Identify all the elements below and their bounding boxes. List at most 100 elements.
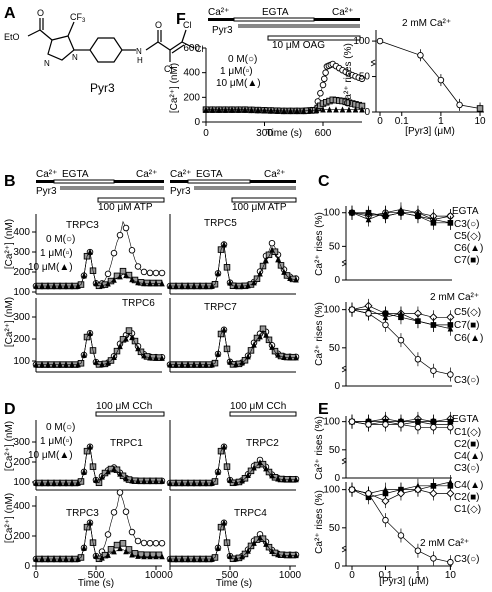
d-trpc3-trace-point (122, 508, 130, 515)
compound-name: Pyr3 (90, 81, 115, 95)
b-trpc6-trace-point (125, 327, 133, 334)
d-label-cch-2: 100 μM CCh (230, 401, 286, 412)
cl2-label: Cl (195, 44, 204, 54)
b-trpc3-trace-point (119, 267, 127, 275)
b-trpc3-trace-point (123, 271, 129, 279)
n2-label: N (72, 53, 78, 62)
d-trpc2-trace-point (233, 479, 239, 486)
b-trpc3-trace-point (152, 269, 160, 277)
d-trpc3-trace-point (152, 539, 160, 547)
f-trace-point (268, 107, 274, 114)
b-trpc5-trace-point (233, 282, 239, 289)
e-bottom-series-1: C2(■) (454, 492, 479, 503)
c-top-point (349, 209, 355, 216)
e-bottom-point (446, 489, 455, 498)
b-label-trpc6: TRPC6 (122, 298, 155, 309)
b-legend-0: 0 M(○) (46, 234, 75, 245)
d-trpc2-trace-point (209, 479, 215, 486)
eto-label: EtO (4, 32, 20, 42)
b-trpc7-trace-point (227, 358, 233, 365)
e-bottom-point (365, 490, 372, 497)
c-bottom-series-3: C3(○) (454, 375, 479, 386)
f-xtick-label: 0 (203, 128, 209, 139)
panel-c-letter: C (318, 173, 330, 190)
f-yticks: 0 200 400 600 (183, 43, 206, 128)
b-trpc6-trace-line (36, 332, 162, 365)
b-trpc6-trace-point (141, 352, 147, 359)
c-top-point (398, 209, 404, 216)
d-trpc1-trace-point (33, 479, 39, 486)
b-label-egta: EGTA (62, 169, 89, 180)
panel-f: F Ca²⁺ EGTA Ca²⁺ Pyr3 10 μM OAG 0 200 400 6… (169, 7, 486, 139)
b-trpc3-trace-point (39, 282, 45, 289)
b-trpc3-trace-point (105, 280, 111, 287)
d-trpc3-trace-point (33, 555, 39, 562)
d-trpc3-trace-point (117, 545, 123, 552)
d-ytick-label-bottom: 0 (24, 561, 30, 572)
d-xlabel-left: Time (s) (78, 578, 114, 589)
c-bottom-ytick-label: 0 (334, 381, 340, 392)
f-label-ca-right: Ca²⁺ (332, 7, 353, 18)
c-top-point (365, 209, 372, 216)
b-trpc6-trace-point (69, 361, 75, 368)
f-ytick-label: 0 (194, 117, 200, 128)
f-trace-point (222, 106, 229, 113)
f-dose-point (437, 76, 445, 84)
d-trpc3-trace-point (146, 539, 154, 547)
d-trpc3-trace-point (51, 555, 57, 562)
e-top-ytick-label: 0 (334, 473, 340, 484)
d-trpc2-trace-point (251, 464, 257, 471)
c-top-series-3: C7(■) (454, 255, 479, 266)
panel-d-letter: D (4, 401, 16, 418)
f-legend-0: 0 M(○) (228, 54, 257, 65)
d-trpc3-trace-line (36, 521, 162, 560)
f-dose-point (476, 105, 484, 112)
e-top-point (348, 418, 356, 425)
panel-c: C EGTA C3(○) C5(◇) C6(▲) C7(■) 2 mM Ca²⁺… (314, 173, 483, 392)
d-xtick-label: 0 (167, 570, 173, 581)
d-trpc1-trace-point (69, 479, 75, 486)
d-trpc3-trace-point (69, 555, 75, 562)
c-top-point (430, 220, 437, 226)
b-ylabel-bottom: [Ca²⁺] (nM) (4, 297, 15, 347)
f-trace-point (261, 106, 268, 114)
c-top-series-0: C3(○) (454, 219, 479, 230)
f-trace-point (358, 75, 366, 83)
f-label-egta: EGTA (262, 7, 289, 18)
e-bottom-point (382, 490, 389, 497)
d-trpc3-trace-point (140, 539, 148, 547)
cl1-label: Cl (183, 20, 192, 30)
e-bottom-point (381, 497, 390, 506)
d-trpc1-trace-point (117, 470, 123, 477)
b-trpc7-trace-line (170, 329, 296, 365)
e-top-series-3: C3(○) (454, 463, 479, 474)
d-legend-1: 1 μM(▫) (40, 436, 73, 447)
d-trpc4-trace-point (209, 555, 215, 562)
d-trpc4-trace-point (239, 553, 245, 560)
b-trpc3-trace-point (122, 224, 130, 232)
e-top-point (414, 424, 422, 431)
b-trpc3-trace-point (75, 282, 81, 289)
e-bottom-series-line (351, 489, 451, 563)
f-trace-point (235, 106, 242, 113)
b-trpc5-trace-point (259, 262, 267, 270)
b-trpc3-trace-line (36, 251, 162, 287)
d-trpc4-trace-point (265, 543, 273, 551)
b-trpc5-trace-point (197, 282, 203, 289)
f-trace-point (317, 89, 324, 97)
f-trace-point (300, 107, 307, 114)
e-bottom-ytick-label: 0 (334, 561, 340, 572)
b-trpc7-trace-point (245, 353, 251, 360)
b-trpc3-trace-point (33, 282, 39, 289)
d-trpc1-trace-point (39, 479, 45, 486)
c-bottom-ytick-label: 50 (329, 343, 341, 354)
d-trpc1-trace-point (75, 479, 81, 486)
d-trpc4-trace-line (170, 521, 296, 560)
d-trpc4-trace-point (233, 555, 239, 562)
f-trace-point (319, 81, 327, 89)
d-trpc1-trace-point (93, 476, 99, 483)
c-bottom-point (398, 310, 404, 317)
d-trpc4-trace-point (281, 551, 287, 559)
d-trpc2-trace-point (281, 476, 287, 483)
